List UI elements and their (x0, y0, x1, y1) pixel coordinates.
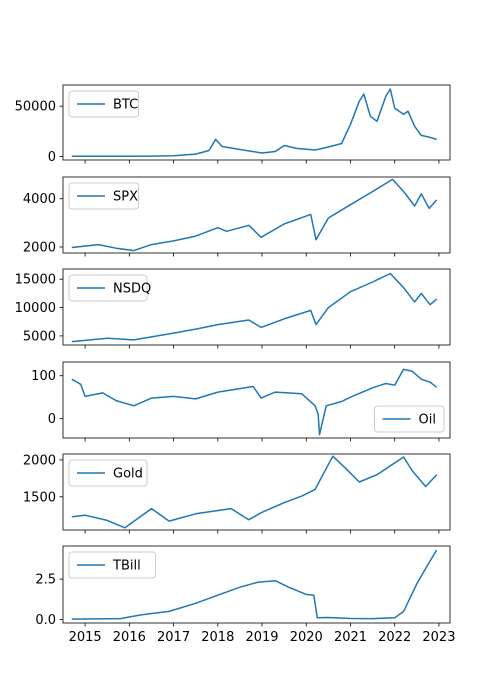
x-tick-label: 2017 (157, 630, 190, 645)
subplot-nsdq: 5000 10000 15000 NSDQ (15, 268, 451, 349)
series-line-tbill (71, 549, 438, 620)
legend-box (68, 459, 148, 487)
x-tick-label: 2018 (201, 630, 234, 645)
x-tick-label: 2020 (290, 630, 323, 645)
x-tick-label: 2019 (245, 630, 278, 645)
subplot-spx: 2000 4000 SPX (23, 176, 451, 257)
series-line-spx (71, 178, 438, 252)
legend: Gold (68, 459, 148, 487)
y-tick-label: 15000 (15, 273, 56, 288)
x-tick-label: 2022 (378, 630, 411, 645)
series-line-btc (71, 88, 437, 158)
axes-frame (62, 176, 451, 254)
legend: SPX (68, 182, 139, 210)
axes-frame (62, 361, 451, 439)
y-tick-label: 100 (31, 369, 56, 384)
legend: BTC (68, 90, 139, 118)
subplot-btc: 0 50000 BTC (15, 84, 451, 165)
legend: NSDQ (68, 274, 151, 302)
y-tick-label: 0 (48, 150, 56, 165)
y-tick-label: 0 (48, 412, 56, 427)
legend-label: Gold (113, 467, 143, 482)
subplot-tbill: 0.0 2.5 2015 2016 2017 2018 2019 2020 2021 2022 20… (35, 545, 455, 645)
x-tick-label: 2016 (113, 630, 146, 645)
series-line-gold (71, 455, 438, 529)
series-line-oil (71, 368, 438, 436)
x-tick-label: 2021 (334, 630, 367, 645)
axes-frame (62, 453, 451, 531)
x-tick-label: 2023 (422, 630, 455, 645)
y-tick-label: 5000 (23, 329, 56, 344)
y-tick-label: 1500 (23, 490, 56, 505)
legend: Oil (374, 405, 445, 433)
y-tick-label: 2000 (23, 453, 56, 468)
legend-label: NSDQ (113, 282, 151, 297)
y-tick-label: 10000 (15, 301, 56, 316)
x-tick-label: 2015 (69, 630, 102, 645)
series-line-nsdq (71, 272, 438, 343)
legend-label: Oil (419, 413, 436, 428)
legend-box (68, 274, 148, 302)
legend-box (68, 551, 156, 579)
y-tick-label: 4000 (23, 192, 56, 207)
subplot-oil: 0 100 Oil (31, 361, 451, 442)
y-tick-label: 50000 (15, 100, 56, 115)
subplot-gold: 1500 2000 Gold (23, 453, 451, 534)
axes-frame (62, 545, 451, 624)
axes-frame (62, 84, 451, 161)
legend: TBill (68, 551, 156, 579)
legend-label: BTC (113, 98, 138, 113)
legend-label: SPX (113, 190, 138, 205)
y-tick-label: 2000 (23, 240, 56, 255)
y-tick-label: 0.0 (35, 613, 56, 628)
y-tick-label: 2.5 (35, 573, 56, 588)
legend-label: TBill (112, 559, 141, 574)
axes-frame (62, 268, 451, 346)
